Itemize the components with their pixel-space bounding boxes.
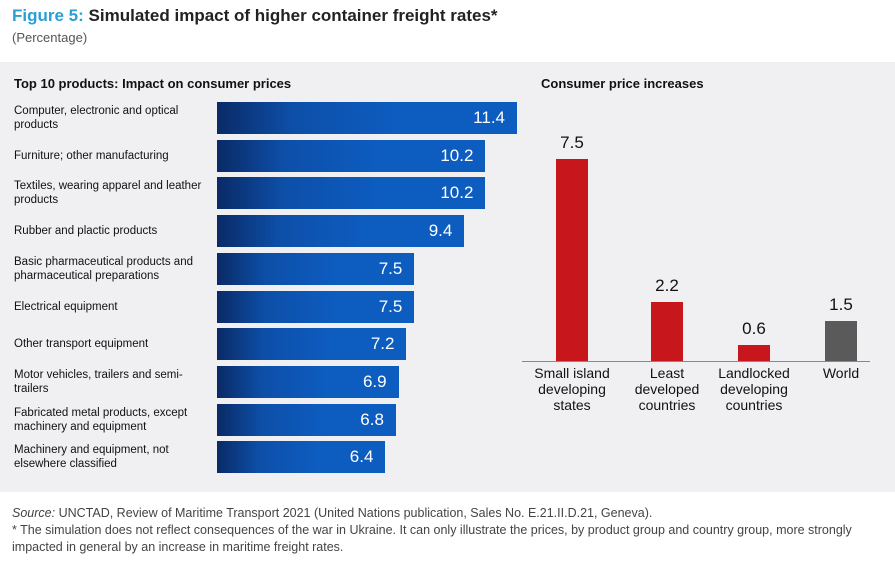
bar-category-label: Other transport equipment bbox=[14, 338, 149, 351]
bar-category-label: Landlocked developing countries bbox=[718, 365, 790, 413]
bar bbox=[217, 139, 486, 172]
right-chart-title: Consumer price increases bbox=[541, 76, 704, 91]
bar-value-label: 6.4 bbox=[349, 447, 374, 467]
chart-panel: Top 10 products: Impact on consumer pric… bbox=[0, 62, 895, 492]
figure-title-text: Simulated impact of higher container fre… bbox=[88, 6, 498, 25]
bar-value-label: 9.4 bbox=[428, 221, 453, 241]
bar-value-label: 0.6 bbox=[742, 318, 766, 338]
source-label: Source: bbox=[12, 506, 56, 520]
bar-value-label: 7.5 bbox=[378, 258, 403, 278]
bar bbox=[556, 159, 588, 361]
bar-category-label: Rubber and plactic products bbox=[14, 225, 158, 238]
footnote: * The simulation does not reflect conseq… bbox=[12, 523, 852, 554]
bar-category-label: Furniture; other manufacturing bbox=[14, 149, 169, 162]
bar-value-label: 10.2 bbox=[440, 145, 474, 165]
right-chart-baseline bbox=[522, 361, 870, 362]
bar-category-label: Least developed countries bbox=[634, 365, 700, 413]
bar-category-label: Machinery and equipment, not elsewhere c… bbox=[14, 444, 169, 471]
bar-value-label: 2.2 bbox=[655, 275, 679, 295]
bar bbox=[217, 252, 415, 285]
bar bbox=[825, 320, 857, 361]
bar-category-label: Basic pharmaceutical products and pharma… bbox=[14, 255, 193, 282]
bar-value-label: 7.2 bbox=[370, 334, 395, 354]
bar-category-label: Computer, electronic and optical product… bbox=[14, 105, 179, 131]
bar bbox=[217, 215, 465, 248]
bar bbox=[217, 102, 517, 134]
bar bbox=[217, 441, 386, 474]
bar bbox=[217, 365, 399, 398]
figure-number: Figure 5: bbox=[12, 6, 84, 25]
bar bbox=[651, 301, 683, 361]
bar bbox=[217, 328, 407, 361]
bar-value-label: 6.8 bbox=[360, 409, 384, 429]
bar-category-label: Electrical equipment bbox=[14, 300, 118, 313]
bar-category-label: Motor vehicles, trailers and semi-traile… bbox=[14, 368, 183, 395]
bar bbox=[217, 290, 415, 323]
bar-value-label: 7.5 bbox=[378, 296, 403, 316]
source-note: Source: UNCTAD, Review of Maritime Trans… bbox=[12, 505, 882, 556]
bar-value-label: 1.5 bbox=[829, 294, 853, 314]
source-text: UNCTAD, Review of Maritime Transport 202… bbox=[55, 506, 653, 520]
bar-category-label: Textiles, wearing apparel and leather pr… bbox=[14, 180, 202, 207]
figure-title: Figure 5: Simulated impact of higher con… bbox=[12, 6, 498, 26]
bar-value-label: 6.9 bbox=[362, 371, 387, 391]
bar bbox=[217, 177, 486, 210]
bar-value-label: 7.5 bbox=[560, 133, 584, 152]
bar bbox=[217, 403, 396, 436]
source-line: Source: UNCTAD, Review of Maritime Trans… bbox=[12, 505, 882, 522]
bar-category-label: Fabricated metal products, except machin… bbox=[14, 406, 188, 433]
bar-value-label: 10.2 bbox=[440, 183, 474, 203]
bar bbox=[738, 344, 770, 361]
bar-category-label: Small island developing states bbox=[534, 365, 610, 413]
left-chart-title: Top 10 products: Impact on consumer pric… bbox=[14, 76, 292, 91]
figure-subtitle: (Percentage) bbox=[12, 30, 88, 45]
bar-category-label: World bbox=[822, 365, 860, 381]
bar-value-label: 11.4 bbox=[473, 108, 505, 127]
